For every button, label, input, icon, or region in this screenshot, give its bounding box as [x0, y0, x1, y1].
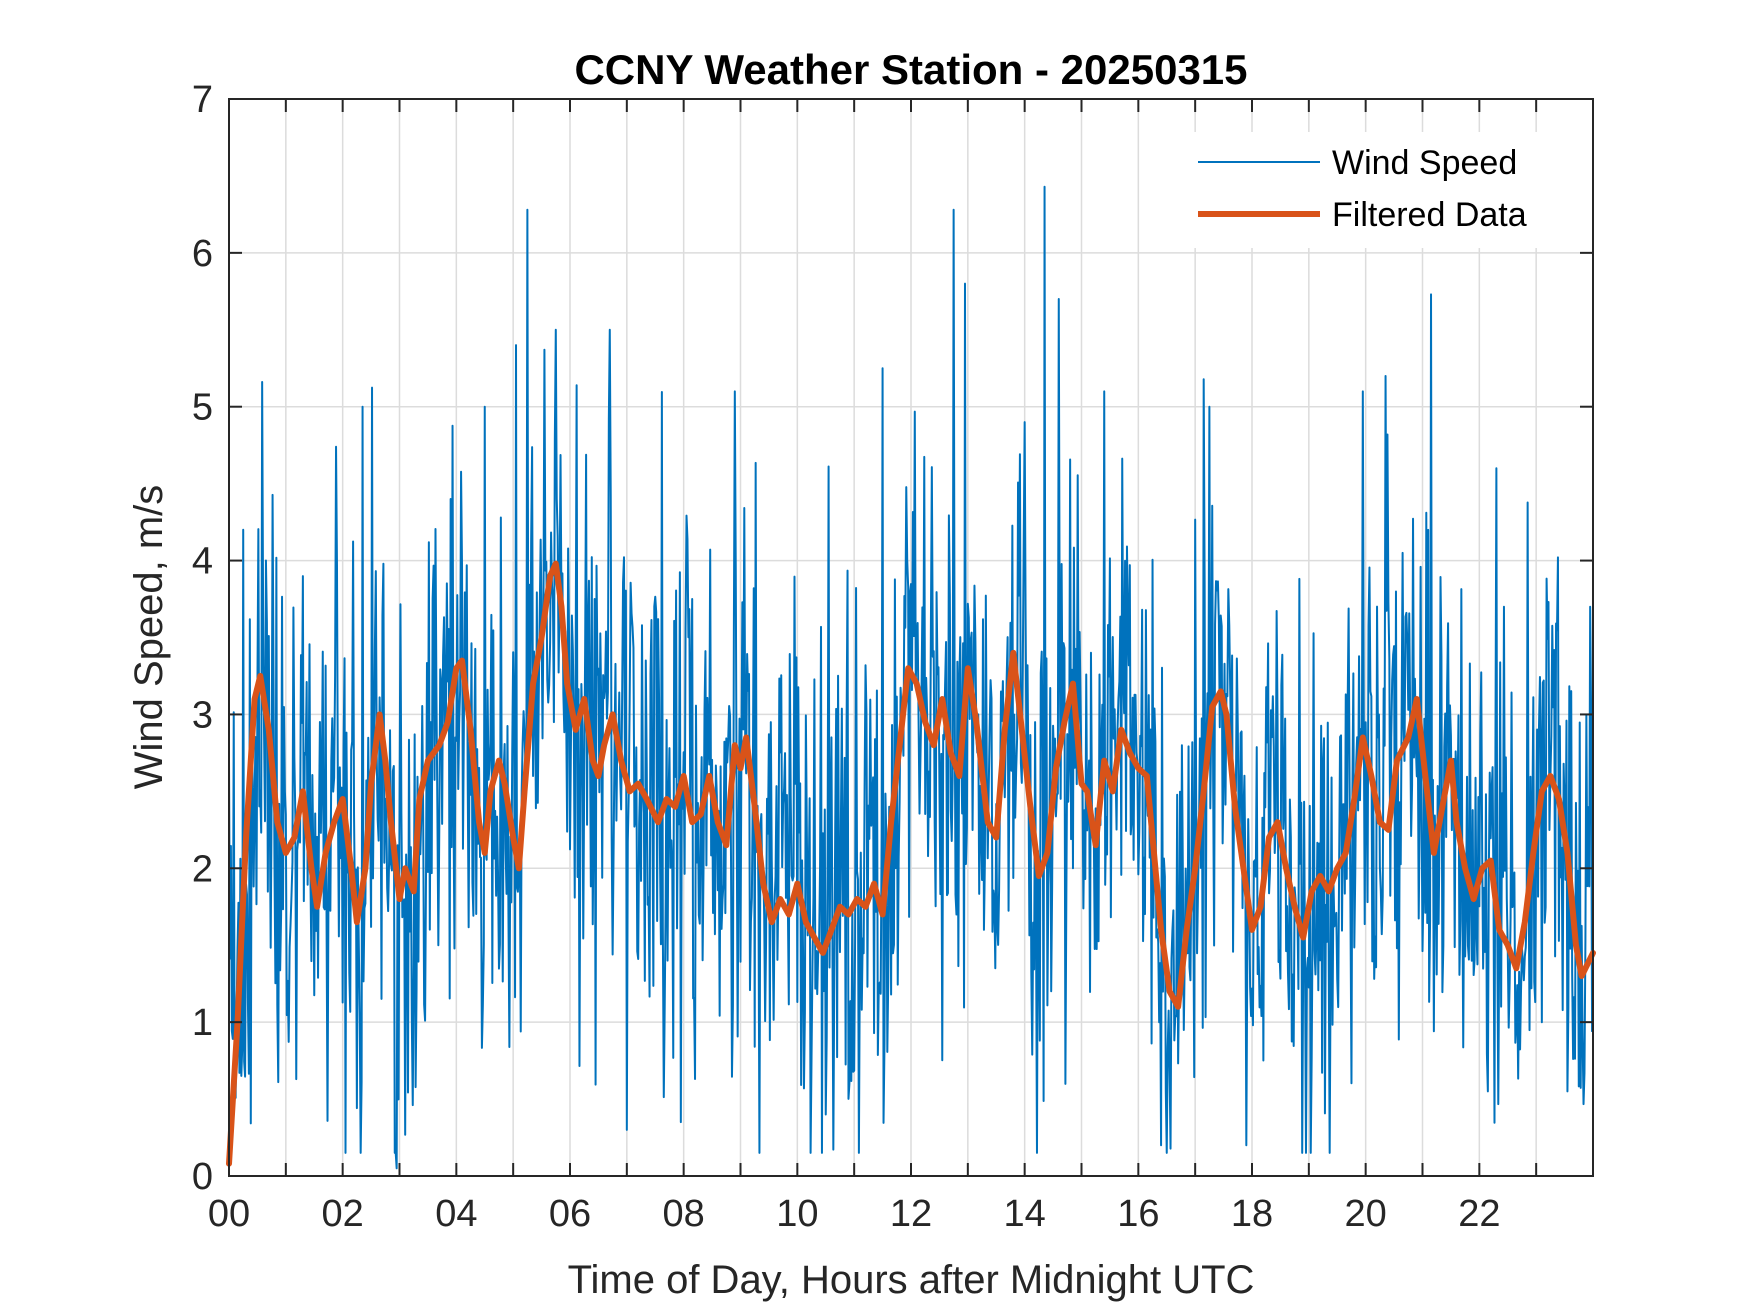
y-tick-label: 2	[192, 848, 213, 890]
wind-speed-line	[228, 185, 1594, 1170]
y-tick-label: 3	[192, 694, 213, 736]
y-axis-label: Wind Speed, m/s	[127, 485, 171, 790]
x-tick-label: 14	[1004, 1193, 1046, 1235]
y-tick-label: 5	[192, 387, 213, 429]
x-tick-label: 10	[776, 1193, 818, 1235]
legend-wind-speed-label: Wind Speed	[1332, 144, 1517, 182]
legend-filtered-data-label: Filtered Data	[1332, 196, 1527, 234]
x-tick-label: 04	[435, 1193, 477, 1235]
x-tick-label: 20	[1345, 1193, 1387, 1235]
x-axis-label: Time of Day, Hours after Midnight UTC	[568, 1258, 1255, 1302]
y-tick-label: 7	[192, 79, 213, 121]
x-tick-labels: 00 02 04 06 08 10 12 14 16 18 20 22	[208, 1193, 1501, 1235]
y-tick-label: 4	[192, 541, 213, 583]
legend-box	[1188, 132, 1568, 248]
legend: Wind Speed Filtered Data	[1188, 132, 1568, 248]
x-tick-label: 18	[1231, 1193, 1273, 1235]
x-tick-label: 08	[663, 1193, 705, 1235]
axis-ticks	[228, 98, 1594, 1177]
x-tick-label: 02	[322, 1193, 364, 1235]
x-tick-label: 16	[1117, 1193, 1159, 1235]
x-tick-label: 06	[549, 1193, 591, 1235]
chart-title: CCNY Weather Station - 20250315	[574, 46, 1247, 93]
filtered-data-series	[226, 560, 1596, 1167]
y-tick-label: 6	[192, 233, 213, 275]
y-tick-label: 1	[192, 1002, 213, 1044]
y-tick-label: 0	[192, 1156, 213, 1198]
x-tick-label: 12	[890, 1193, 932, 1235]
filtered-data-line	[226, 560, 1596, 1167]
y-tick-labels: 0 1 2 3 4 5 6 7	[192, 79, 213, 1198]
x-tick-label: 22	[1458, 1193, 1500, 1235]
x-tick-label: 00	[208, 1193, 250, 1235]
wind-speed-series	[228, 185, 1594, 1170]
